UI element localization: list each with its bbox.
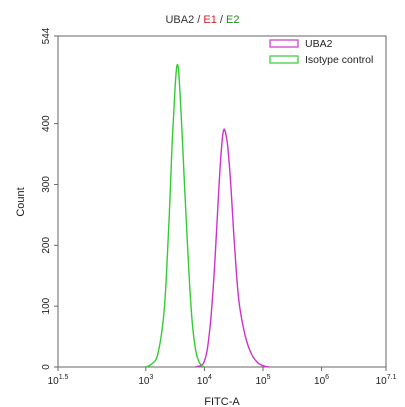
x-tick-label: 107.1	[376, 374, 397, 387]
x-tick-label: 105	[255, 374, 270, 387]
series-line	[145, 63, 205, 368]
y-axis: 0 100 200 300 400 544	[41, 27, 58, 370]
x-tick-label: 101.5	[48, 374, 69, 387]
title-separator: /	[216, 14, 227, 26]
x-tick-label: 103	[138, 374, 153, 387]
x-axis: 101.5 103 104 105 106 107.1	[48, 367, 397, 387]
y-tick-label: 544	[41, 27, 52, 44]
title-part-uba2: UBA2	[165, 14, 195, 26]
y-tick-label: 100	[41, 297, 52, 314]
y-tick-label: 0	[41, 364, 52, 370]
series-line	[195, 128, 270, 368]
x-axis-label: FITC-A	[204, 396, 240, 407]
title-part-e1: E1	[203, 14, 217, 26]
legend-label: Isotype control	[305, 54, 373, 66]
legend-swatch	[269, 39, 299, 48]
y-axis-label: Count	[15, 187, 27, 216]
title-separator: /	[194, 14, 204, 26]
legend: UBA2 Isotype control	[269, 38, 373, 66]
x-tick-label: 106	[314, 374, 329, 387]
title-part-e2: E2	[226, 14, 240, 26]
chart-title: UBA2 / E1 / E2	[0, 14, 405, 26]
plot-frame	[57, 35, 387, 368]
y-tick-label: 200	[41, 237, 52, 254]
series-layer	[145, 63, 270, 368]
x-tick-label: 104	[197, 374, 212, 387]
legend-label: UBA2	[305, 38, 333, 50]
legend-swatch	[269, 55, 299, 64]
y-tick-label: 300	[41, 176, 52, 193]
y-tick-label: 400	[41, 115, 52, 132]
